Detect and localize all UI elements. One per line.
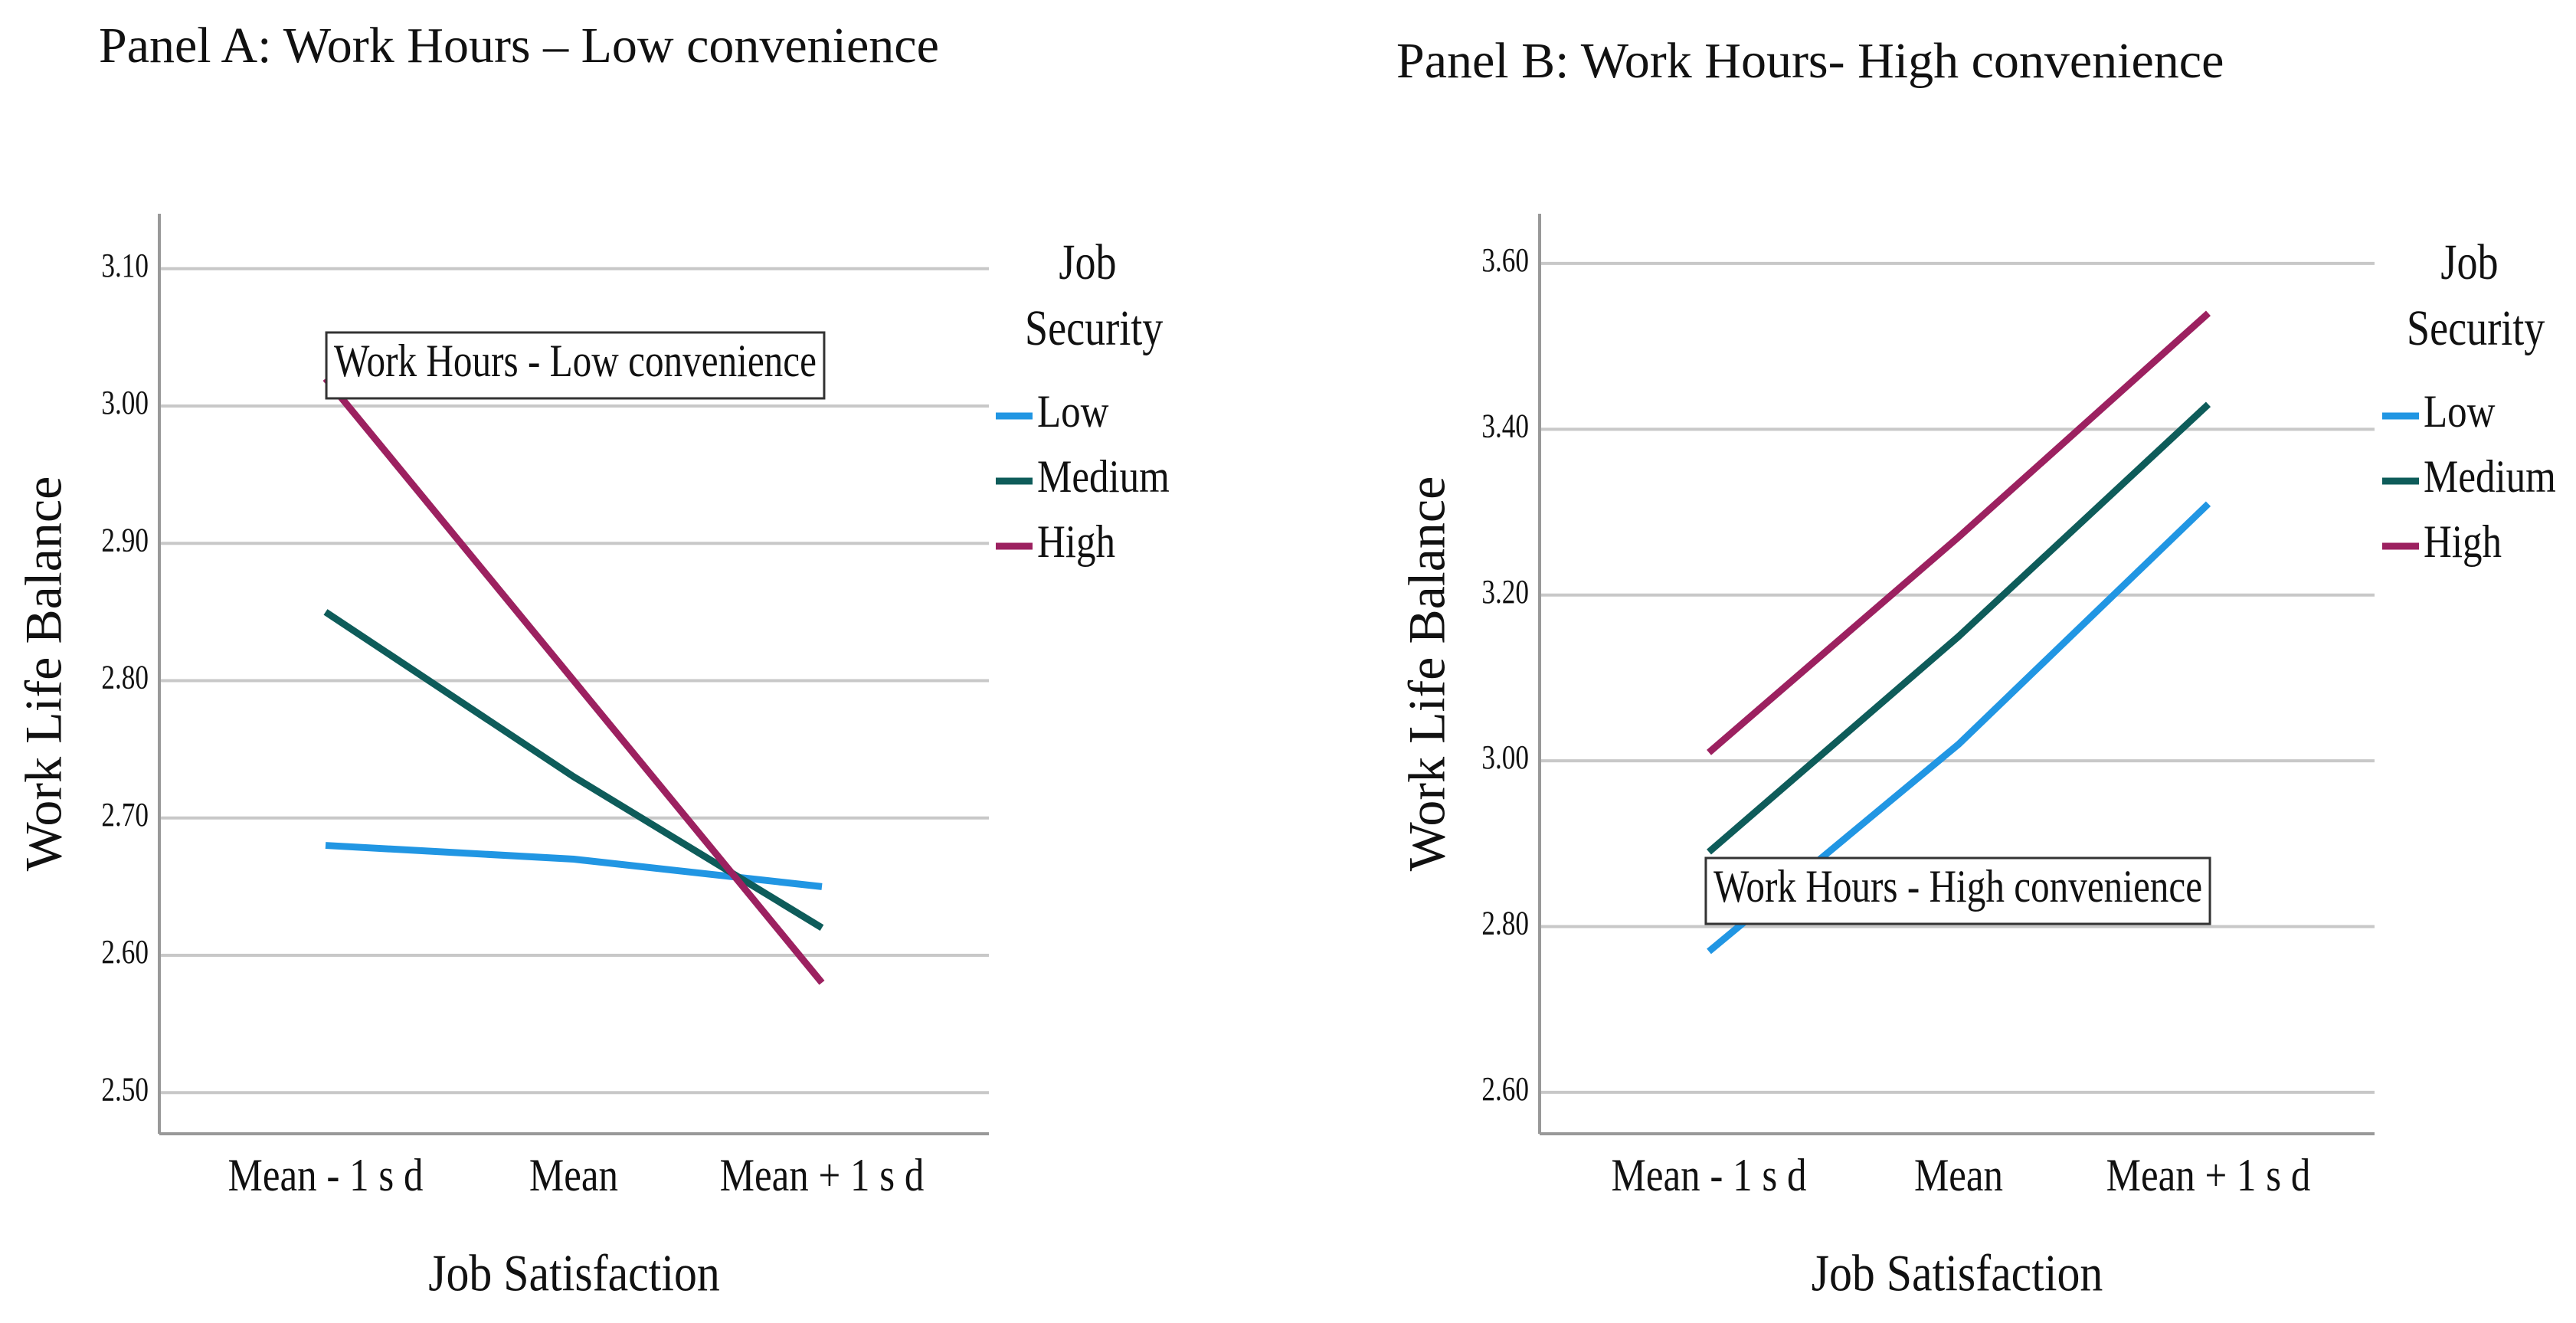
x-tick-label: Mean [529,1150,618,1201]
x-tick-label: Mean - 1 s d [228,1150,424,1201]
y-tick-label: 2.50 [101,1070,149,1109]
y-tick-label: 3.00 [1481,738,1529,776]
y-tick-label: 2.90 [101,521,149,559]
legend-label: Medium [1037,451,1170,503]
series-line [1707,310,2211,755]
y-tick-label: 3.60 [1481,241,1529,279]
x-tick-label: Mean - 1 s d [1612,1150,1807,1201]
y-tick-label: 2.60 [1481,1069,1529,1108]
x-axis-title: Job Satisfaction [1812,1244,2103,1302]
legend-title: Job Security [2407,234,2545,356]
series-line [322,376,825,985]
legend-label: Low [2424,386,2495,437]
annotation: Work Hours - Low convenience [334,335,817,386]
annotation-box [325,331,826,400]
y-tick-label: 3.00 [101,383,149,421]
legend-label: Low [1037,386,1108,437]
x-axis-title: Job Satisfaction [428,1244,720,1302]
y-tick-label: 2.60 [101,932,149,971]
y-tick-label: 2.80 [101,658,149,696]
y-tick-label: 3.10 [101,246,149,284]
y-axis-title: Work Life Balance [15,476,73,872]
series-line [323,609,824,931]
chart-title: Panel A: Work Hours – Low convenience [99,18,939,74]
y-tick-label: 3.40 [1481,407,1529,445]
y-tick-label: 2.80 [1481,904,1529,942]
y-tick-label: 2.70 [101,795,149,833]
annotation-box [1704,856,2211,925]
legend-label: Medium [2424,451,2556,503]
annotation: Work Hours - High convenience [1714,860,2202,912]
legend-label: High [1037,516,1115,568]
chart-title: Panel B: Work Hours- High convenience [1396,33,2224,89]
x-tick-label: Mean + 1 s d [720,1150,925,1201]
x-tick-label: Mean [1914,1150,2003,1201]
legend-title: Job Security [1025,234,1164,356]
y-axis-title: Work Life Balance [1398,476,1456,872]
series-line [1707,401,2211,855]
legend-label: High [2424,516,2502,568]
x-tick-label: Mean + 1 s d [2106,1150,2311,1201]
y-tick-label: 3.20 [1481,572,1529,611]
